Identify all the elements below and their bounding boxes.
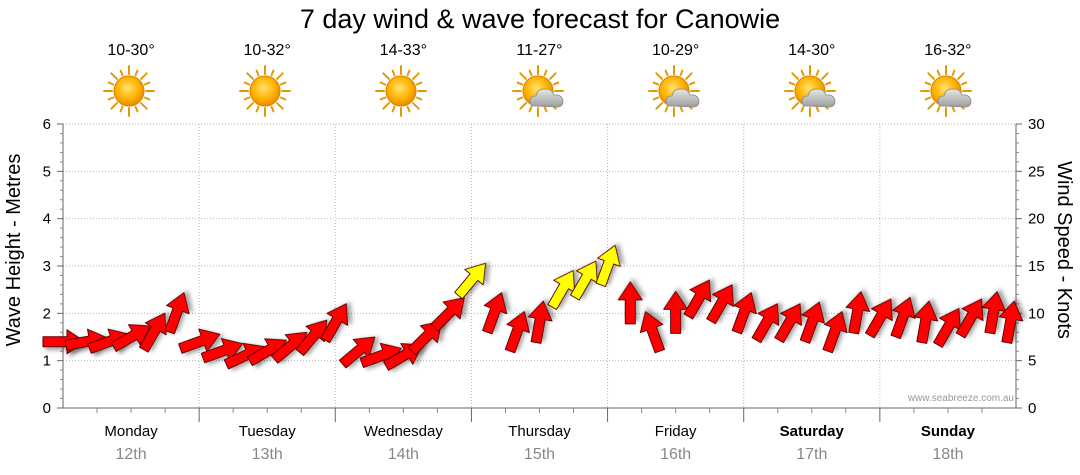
day-name-label: Friday [655,423,697,440]
y-right-tick-label: 30 [1028,116,1045,133]
forecast-chart: 0 1 2 3 4 5 6 0 5 10 15 20 25 30 Monday 12th Tuesday 13th… [0,0,1080,475]
wind-arrow [634,307,671,355]
y-axis-right-label: Wind Speed - Knots [1053,161,1075,339]
y-left-tick-label: 5 [43,163,51,180]
day-date-label: 18th [932,446,963,463]
wind-arrow [618,282,642,324]
y-right-tick-label: 25 [1028,163,1045,180]
day-date-label: 15th [524,446,555,463]
y-right-tick-label: 20 [1028,211,1045,228]
day-date-label: 16th [660,446,691,463]
day-name-label: Sunday [921,423,976,440]
wind-arrow [664,291,688,333]
wind-arrow [449,256,494,304]
day-name-label: Thursday [508,423,571,440]
y-right-tick-label: 5 [1028,353,1036,370]
y-right-tick-label: 10 [1028,305,1045,322]
day-name-label: Tuesday [239,423,296,440]
wind-arrow [335,328,383,373]
y-right-tick-label: 15 [1028,258,1045,275]
y-axis-left-label: Wave Height - Metres [3,154,25,347]
y-left-tick-label: 1 [43,353,51,370]
watermark: www.seabreeze.com.au [907,393,1014,404]
y-left-tick-label: 0 [43,400,51,417]
y-left-tick-label: 6 [43,116,51,133]
day-name-label: Monday [104,423,158,440]
wind-arrows [43,241,1026,376]
y-left-tick-label: 4 [43,211,51,228]
axes: 0 1 2 3 4 5 6 0 5 10 15 20 25 30 Monday 12th Tuesday 13th… [43,116,1045,463]
y-left-tick-label: 2 [43,305,51,322]
y-right-tick-label: 0 [1028,400,1036,417]
day-date-label: 13th [252,446,283,463]
day-date-label: 14th [388,446,419,463]
grid-lines [63,124,1016,408]
day-date-label: 17th [796,446,827,463]
y-left-tick-label: 3 [43,258,51,275]
wind-arrow [476,289,513,337]
day-name-label: Saturday [780,423,845,440]
day-name-label: Wednesday [364,423,443,440]
day-date-label: 12th [116,446,147,463]
